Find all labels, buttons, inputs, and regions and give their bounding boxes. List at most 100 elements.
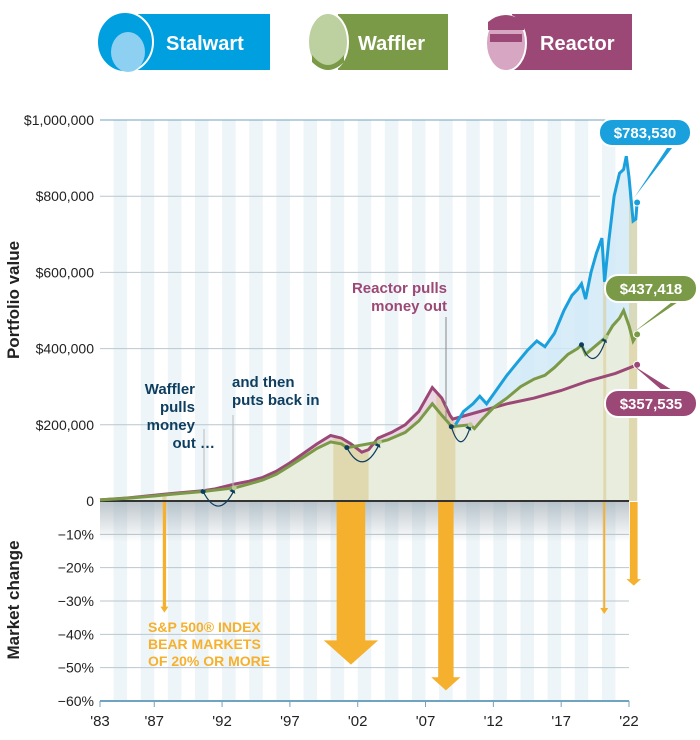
legend-line: S&P 500® INDEX xyxy=(148,619,261,635)
x-tick-label: '92 xyxy=(212,713,232,730)
area-fills xyxy=(100,156,638,501)
year-stripe xyxy=(222,120,236,701)
pull-out-dot xyxy=(448,424,454,430)
waffler-move-arrows xyxy=(200,334,609,507)
stalwart-end-value: $783,530 xyxy=(614,125,677,142)
waffler-end-value: $437,418 xyxy=(620,281,683,298)
legend-label: Stalwart xyxy=(166,33,244,55)
year-stripe xyxy=(113,120,128,701)
x-tick-label: '17 xyxy=(551,713,571,730)
annotation-line: puts back in xyxy=(232,392,320,409)
pull-out-dot xyxy=(579,342,585,348)
bear-market-arrow xyxy=(431,502,461,691)
y-tick-label: 0 xyxy=(86,493,94,509)
x-tick-label: '12 xyxy=(484,713,504,730)
move-arc xyxy=(580,338,607,359)
y-tick-label: $1,000,000 xyxy=(24,112,94,128)
y-tick-label: −50% xyxy=(58,660,94,676)
y-tick-label: −30% xyxy=(58,593,94,609)
y-tick-label: −10% xyxy=(58,526,94,542)
y-tick-label: $800,000 xyxy=(36,188,95,204)
bear-market-arrow xyxy=(323,502,379,665)
annotation-line: money xyxy=(147,417,196,434)
callout-stalwart: $783,530 xyxy=(598,118,692,198)
reactor-hair-icon xyxy=(488,15,524,30)
bear-market-arrow xyxy=(600,502,609,614)
move-arc xyxy=(202,489,235,507)
year-stripe xyxy=(384,120,399,701)
callout-pointer xyxy=(634,366,672,392)
waffler-face-icon xyxy=(307,12,349,72)
pull-out-dot xyxy=(344,445,350,451)
bear-market-arrow xyxy=(160,502,169,613)
x-tick-label: '87 xyxy=(144,713,164,730)
x-tick-label: '07 xyxy=(416,713,436,730)
bear-market-arrow xyxy=(626,502,642,586)
x-tick-label: '22 xyxy=(619,713,639,730)
series-end-point xyxy=(633,198,642,207)
year-stripe xyxy=(194,120,209,701)
callout-pill xyxy=(604,389,698,418)
y-tick-label: $600,000 xyxy=(36,264,95,280)
year-stripe xyxy=(140,120,155,701)
waffler-beard-icon xyxy=(312,55,344,70)
y-tick-label: $200,000 xyxy=(36,417,95,433)
bear-market-arrows xyxy=(160,502,642,691)
year-stripe xyxy=(303,120,318,701)
year-stripe xyxy=(276,120,290,701)
callout-pill xyxy=(598,118,692,147)
persona-legend: Stalwart Waffler Reactor xyxy=(96,11,632,73)
stalwart-badge xyxy=(138,14,270,70)
move-arc xyxy=(450,426,471,443)
reactor-badge xyxy=(512,14,632,70)
x-tick-label: '83 xyxy=(90,713,110,730)
put-back-dot xyxy=(376,439,382,445)
put-back-dot xyxy=(231,485,237,491)
callout-pointer xyxy=(634,148,672,198)
callout-reactor: $357,535 xyxy=(604,366,698,418)
annotation-waffler-in: and then puts back in xyxy=(232,374,320,486)
legend-waffler: Waffler xyxy=(307,12,448,72)
annotation-line: Reactor pulls xyxy=(352,280,447,297)
bear-band xyxy=(162,156,167,501)
legend-reactor: Reactor xyxy=(485,14,632,72)
annotation-line: out … xyxy=(173,435,216,452)
callout-waffler: $437,418 xyxy=(604,274,698,332)
annotation-line: Waffler xyxy=(145,381,195,398)
series-end-point xyxy=(633,360,642,369)
x-tick-label: '02 xyxy=(348,713,368,730)
bear-market-legend: S&P 500® INDEX BEAR MARKETS OF 20% OR MO… xyxy=(148,619,270,669)
bear-band xyxy=(629,156,638,501)
pull-out-dot xyxy=(200,488,206,494)
reactor-glasses-icon xyxy=(490,34,522,42)
y-tick-label: $400,000 xyxy=(36,341,95,357)
stalwart-line xyxy=(454,155,639,426)
y-tick-label: −20% xyxy=(58,560,94,576)
annotation-line: pulls xyxy=(160,399,195,416)
y-axis-label-portfolio: Portfolio value xyxy=(4,241,23,359)
annotation-line: and then xyxy=(232,374,295,391)
move-arc xyxy=(346,443,380,463)
annotation-line: money out xyxy=(371,298,447,315)
legend-line: BEAR MARKETS xyxy=(148,636,261,652)
series-end-point xyxy=(633,330,642,339)
legend-stalwart: Stalwart xyxy=(96,11,270,73)
legend-line: OF 20% OR MORE xyxy=(148,653,270,669)
reactor-end-value: $357,535 xyxy=(620,396,683,413)
year-stripe xyxy=(167,120,182,701)
put-back-dot xyxy=(603,334,609,340)
annotation-reactor-out: Reactor pulls money out xyxy=(352,280,447,420)
axis-ticks: $1,000,000 $800,000 $600,000 $400,000 $200,0… xyxy=(24,112,639,730)
waffler-area xyxy=(100,310,638,501)
y-axis-label-market-change: Market change xyxy=(4,540,23,659)
callout-pointer xyxy=(634,302,678,332)
waffler-badge xyxy=(338,14,448,70)
put-back-dot xyxy=(467,422,473,428)
y-tick-label: −60% xyxy=(58,693,94,709)
callout-pill xyxy=(604,274,698,303)
bear-band xyxy=(603,156,607,501)
annotation-waffler-out: Waffler pulls money out … xyxy=(145,381,215,490)
legend-label: Reactor xyxy=(540,33,615,55)
year-stripe xyxy=(249,120,263,701)
